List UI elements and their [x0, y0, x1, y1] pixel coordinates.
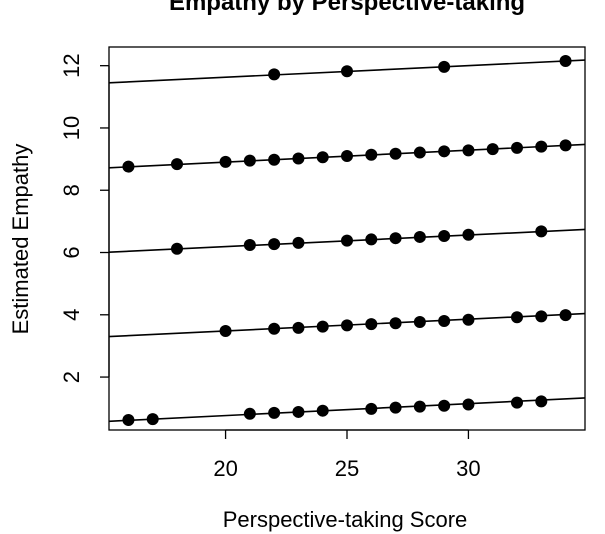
data-point	[219, 155, 232, 168]
data-point	[268, 153, 281, 166]
data-point	[535, 395, 548, 408]
y-tick-label: 4	[59, 309, 84, 321]
data-point	[292, 236, 305, 249]
data-point	[268, 406, 281, 419]
data-point	[341, 319, 353, 332]
data-point	[438, 145, 451, 158]
data-point	[511, 396, 523, 409]
data-point	[413, 146, 426, 159]
data-points	[122, 55, 572, 427]
data-point	[365, 148, 378, 161]
data-point	[365, 233, 378, 246]
y-tick-label: 2	[59, 371, 84, 383]
data-point	[268, 238, 281, 251]
data-point	[122, 160, 135, 173]
data-point	[268, 68, 281, 81]
x-tick-label: 25	[335, 456, 359, 481]
data-point	[389, 147, 402, 160]
data-point	[389, 232, 402, 245]
data-point	[535, 225, 548, 238]
data-point	[268, 322, 281, 335]
data-point	[511, 141, 523, 154]
data-point	[438, 399, 451, 412]
data-point	[243, 154, 256, 167]
data-point	[413, 230, 426, 243]
y-tick-label: 12	[59, 53, 84, 77]
data-point	[219, 324, 232, 337]
data-point	[438, 60, 451, 73]
data-point	[462, 398, 475, 411]
data-point	[438, 315, 451, 328]
data-point	[122, 414, 135, 427]
data-point	[389, 317, 402, 330]
data-point	[171, 158, 183, 171]
data-point	[486, 143, 499, 156]
chart-title: Empathy by Perspective-taking	[169, 0, 525, 16]
y-axis: 2 4 6 8 10 12	[59, 53, 110, 383]
data-point	[535, 140, 548, 153]
y-tick-label: 8	[59, 184, 84, 196]
x-axis-label: Perspective-taking Score	[223, 507, 468, 532]
data-point	[438, 230, 451, 243]
y-tick-label: 10	[59, 116, 84, 140]
data-point	[341, 234, 353, 247]
data-point	[559, 139, 572, 152]
data-point	[559, 55, 572, 68]
fit-line-1	[108, 397, 586, 423]
data-point	[559, 309, 572, 322]
data-point	[292, 321, 305, 334]
data-point	[511, 311, 523, 324]
data-point	[462, 313, 475, 326]
data-point	[462, 144, 475, 157]
x-tick-label: 30	[456, 456, 480, 481]
data-point	[462, 228, 475, 241]
data-point	[341, 65, 353, 78]
data-point	[413, 315, 426, 328]
data-point	[292, 152, 305, 165]
data-point	[243, 407, 256, 420]
data-point	[341, 149, 353, 162]
data-point	[316, 151, 329, 164]
data-point	[365, 402, 378, 415]
data-point	[316, 320, 329, 333]
data-point	[171, 242, 183, 255]
y-tick-label: 6	[59, 246, 84, 258]
x-tick-label: 20	[213, 456, 237, 481]
data-point	[292, 405, 305, 418]
data-point	[243, 239, 256, 252]
data-point	[413, 400, 426, 413]
data-point	[316, 404, 329, 417]
data-point	[146, 413, 159, 426]
y-axis-label: Estimated Empathy	[8, 144, 33, 335]
data-point	[535, 310, 548, 323]
data-point	[365, 318, 378, 331]
data-point	[389, 401, 402, 414]
x-axis: 20 25 30	[213, 429, 481, 481]
